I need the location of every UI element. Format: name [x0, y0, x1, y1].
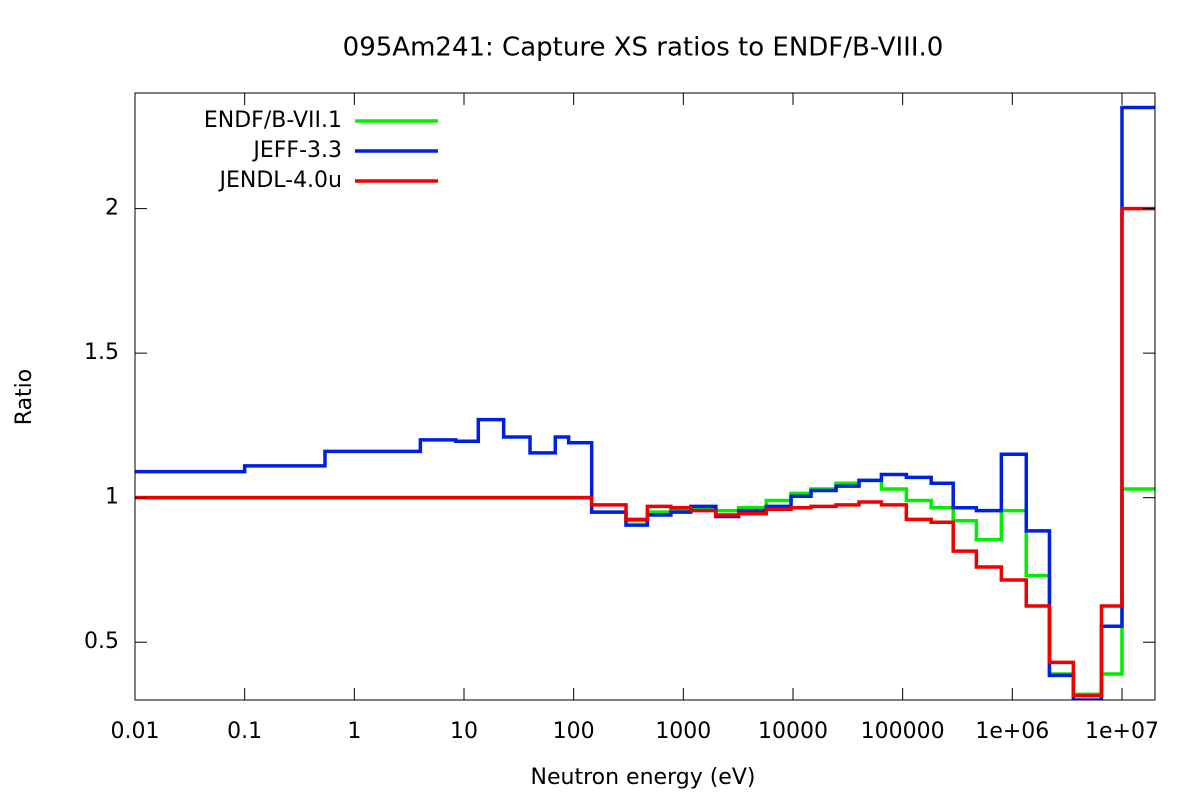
- x-tick-label: 1000: [655, 719, 711, 744]
- x-tick-label: 100: [553, 719, 595, 744]
- x-tick-label: 0.1: [227, 719, 262, 744]
- series-line: [135, 206, 1155, 698]
- x-tick-label: 1: [347, 719, 361, 744]
- y-tick-label: 0.5: [84, 629, 119, 654]
- y-tick-label: 2: [105, 196, 119, 221]
- chart-title: 095Am241: Capture XS ratios to ENDF/B-VI…: [343, 33, 944, 63]
- x-tick-label: 100000: [861, 719, 945, 744]
- x-tick-label: 10000: [758, 719, 828, 744]
- x-tick-label: 0.01: [111, 719, 160, 744]
- x-tick-label: 10: [450, 719, 478, 744]
- legend-label: ENDF/B-VII.1: [204, 108, 342, 133]
- x-axis-label: Neutron energy (eV): [531, 765, 756, 790]
- y-tick-label: 1: [105, 485, 119, 510]
- y-tick-label: 1.5: [84, 340, 119, 365]
- plot-area: [135, 105, 1155, 700]
- legend-label: JEFF-3.3: [251, 138, 342, 163]
- y-axis-label: Ratio: [12, 369, 37, 425]
- plot-border: [134, 92, 1156, 701]
- x-tick-label: 1e+07: [1085, 719, 1159, 744]
- x-tick-label: 1e+06: [975, 719, 1049, 744]
- series-line: [135, 105, 1155, 700]
- legend-label: JENDL-4.0u: [217, 168, 342, 193]
